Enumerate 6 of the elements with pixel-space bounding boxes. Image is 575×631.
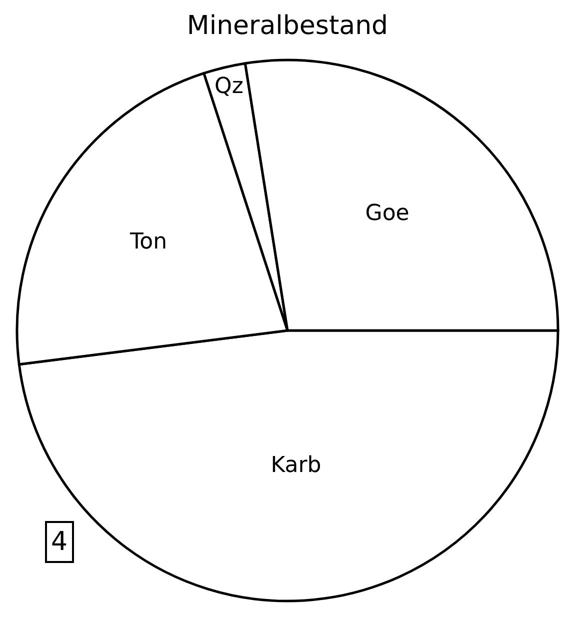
chart-title: Mineralbestand xyxy=(186,10,388,41)
slice-label: Ton xyxy=(128,229,168,254)
slice-label: Qz xyxy=(214,74,244,100)
text: 4 xyxy=(51,527,68,557)
slice-label: Karb xyxy=(270,453,322,478)
slice-label: Goe xyxy=(365,201,410,226)
